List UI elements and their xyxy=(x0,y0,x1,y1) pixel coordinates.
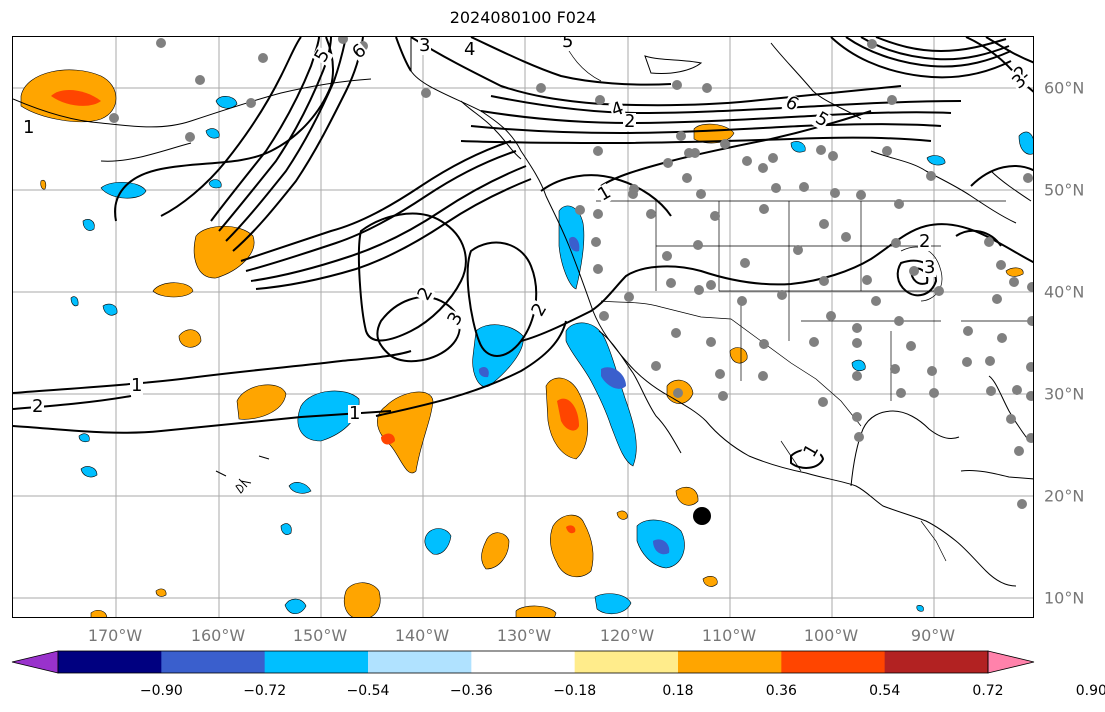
contour-label: 1 xyxy=(22,117,36,138)
contour-label: 5 xyxy=(561,37,575,51)
colorbar-tick-label: 0.54 xyxy=(869,683,901,699)
colorbar-extend-low xyxy=(11,650,59,674)
colorbar-cell xyxy=(58,651,162,673)
contour-label: 3 xyxy=(418,36,432,56)
colorbar-cell xyxy=(471,651,576,673)
observation-stations xyxy=(109,37,1033,509)
longitude-label: 170°W xyxy=(87,626,143,645)
longitude-label: 120°W xyxy=(599,626,655,645)
colorbar-tick-label: −0.72 xyxy=(243,683,287,699)
colorbar-cell xyxy=(781,651,886,673)
longitude-label: 160°W xyxy=(190,626,246,645)
longitude-label: 90°W xyxy=(910,626,956,645)
contour-label: 2 xyxy=(623,111,637,132)
contour-lines xyxy=(13,37,1033,469)
colorbar-cell xyxy=(264,651,369,673)
colorbar-cell xyxy=(161,651,266,673)
longitude-label: 150°W xyxy=(292,626,348,645)
contour-label: 1 xyxy=(348,403,362,424)
contour-label: 2 xyxy=(31,396,45,417)
colorbar-tick-label: 0.18 xyxy=(662,683,694,699)
storm-center-marker xyxy=(693,507,711,525)
colorbar-tick-label: −0.36 xyxy=(449,683,493,699)
colorbar-cell xyxy=(574,651,679,673)
coastlines xyxy=(13,37,1033,587)
colorbar-tick-label: −0.54 xyxy=(346,683,390,699)
map-canvas xyxy=(13,37,1033,617)
map-title: 2024080100 F024 xyxy=(449,8,597,27)
contour-label: 4 xyxy=(463,39,477,60)
longitude-label: 100°W xyxy=(803,626,859,645)
latitude-label: 60°N xyxy=(1044,78,1085,98)
longitude-label: 130°W xyxy=(496,626,552,645)
longitude-label: 140°W xyxy=(394,626,450,645)
longitude-label: 110°W xyxy=(701,626,757,645)
colorbar-extend-high xyxy=(987,650,1035,674)
colorbar-cell xyxy=(884,651,989,673)
colorbar-tick-label: −0.18 xyxy=(553,683,597,699)
colorbar-tick-label: −0.90 xyxy=(139,683,183,699)
colorbar-cell xyxy=(678,651,782,673)
colorbar-tick-label: 0.90 xyxy=(1075,683,1105,699)
colorbar-tick-label: 0.36 xyxy=(765,683,797,699)
latitude-label: 20°N xyxy=(1044,486,1085,506)
colorbar xyxy=(11,650,1035,674)
colorbar-cell xyxy=(368,651,472,673)
pacific-islands xyxy=(215,455,270,494)
contour-label: 3 xyxy=(923,257,937,278)
latitude-label: 40°N xyxy=(1044,282,1085,302)
colorbar-border xyxy=(57,650,989,674)
latitude-label: 10°N xyxy=(1044,588,1085,608)
latitude-label: 50°N xyxy=(1044,180,1085,200)
colorbar-tick-label: 0.72 xyxy=(972,683,1004,699)
latitude-label: 30°N xyxy=(1044,384,1085,404)
contour-label: 2 xyxy=(918,231,932,252)
colorbar-cells xyxy=(11,650,1035,674)
contour-label: 1 xyxy=(130,375,144,396)
map-panel: 1 2 1 1 2 3 2 1 2 4 3 4 5 5 6 6 5 2 3 1 … xyxy=(12,36,1034,618)
